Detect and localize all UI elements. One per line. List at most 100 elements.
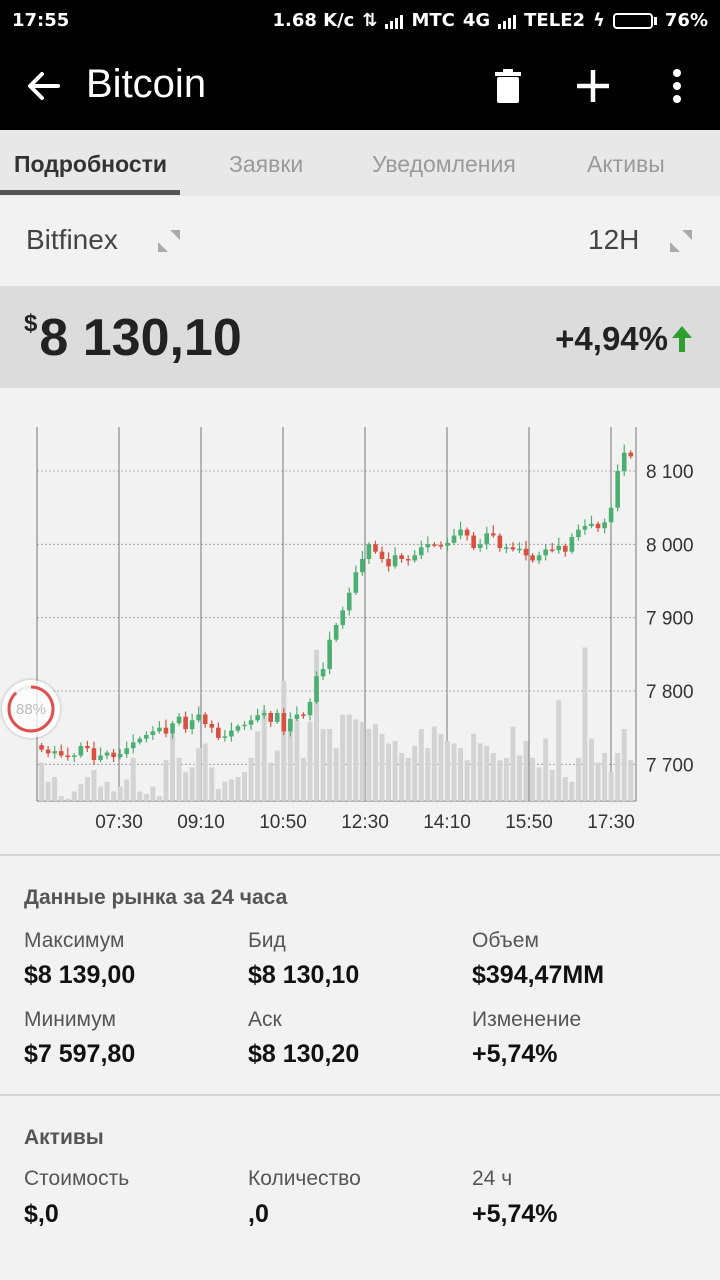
candle-body: [418, 547, 424, 556]
overlay-badge-text: 88%: [15, 701, 47, 718]
volume-bar: [84, 777, 90, 801]
data-transfer-icon: ⇅: [362, 10, 378, 31]
asset-value: $,0: [24, 1200, 59, 1228]
volume-bar: [464, 760, 470, 801]
volume-bar: [104, 781, 110, 801]
volume-bar: [444, 741, 450, 801]
candle-body: [333, 625, 339, 640]
candle-body: [274, 713, 280, 722]
timeframe[interactable]: 12H: [588, 224, 640, 255]
tab-orders[interactable]: Заявки: [229, 151, 304, 177]
trash-icon[interactable]: [486, 64, 530, 108]
candle-body: [229, 730, 234, 737]
candle-body: [549, 549, 555, 551]
progress-ring-icon: [7, 685, 55, 733]
candle-body: [458, 529, 463, 536]
volume-bar: [608, 772, 614, 801]
currency-symbol: $: [24, 310, 38, 337]
candle-body: [65, 755, 71, 758]
candle-body: [366, 544, 372, 559]
expand-icon[interactable]: [668, 228, 694, 254]
stat-value: $8 130,10: [248, 961, 360, 989]
volume-bar: [543, 738, 549, 801]
tab-details[interactable]: Подробности: [14, 151, 168, 177]
candle-body: [621, 452, 627, 471]
candle-body: [248, 720, 254, 725]
volume-bar: [65, 798, 71, 801]
more-vert-icon[interactable]: [655, 64, 699, 108]
volume-bar: [91, 769, 97, 801]
candle-body: [294, 714, 300, 719]
volume-bar: [52, 777, 58, 801]
y-tick-label: 7 700: [646, 755, 694, 776]
candle-body: [589, 523, 594, 526]
exchange-name[interactable]: Bitfinex: [26, 224, 118, 255]
plus-icon[interactable]: [571, 64, 615, 108]
volume-bar: [98, 786, 103, 801]
tab-notifications[interactable]: Уведомления: [372, 151, 516, 177]
volume-bar: [530, 757, 536, 801]
candle-body: [301, 714, 306, 716]
volume-bar: [340, 714, 346, 801]
candle-body: [268, 713, 273, 722]
candle-body: [281, 713, 287, 732]
candle-body: [510, 547, 516, 550]
candle-body: [307, 702, 313, 716]
volume-bar: [71, 791, 77, 801]
volume-bar: [137, 791, 143, 801]
candle-body: [425, 544, 431, 548]
candle-body: [360, 559, 365, 573]
volume-bar: [431, 726, 437, 801]
candle-body: [39, 745, 44, 750]
volume-bar: [386, 743, 392, 801]
volume-bar: [58, 796, 64, 801]
volume-bar: [490, 753, 496, 801]
stat-value: $8 130,20: [248, 1040, 360, 1068]
candle-body: [222, 736, 228, 738]
back-arrow-icon[interactable]: [22, 64, 66, 108]
stat-value: $394,47MM: [472, 961, 605, 989]
volume-bar: [379, 733, 385, 801]
volume-bar: [307, 721, 313, 801]
expand-icon[interactable]: [156, 228, 182, 254]
candle-body: [445, 542, 450, 546]
candle-body: [471, 535, 476, 548]
volume-bar: [451, 743, 457, 801]
candle-body: [582, 526, 588, 530]
net-speed: 1.68 K/c: [272, 10, 355, 31]
candle-body: [189, 720, 195, 730]
volume-bar: [327, 729, 333, 801]
volume-bar: [569, 781, 575, 801]
carrier-2: TELE2: [524, 10, 586, 31]
volume-bar: [202, 743, 208, 801]
volume-bar: [556, 700, 562, 801]
volume-bar: [412, 745, 418, 801]
candle-body: [235, 726, 241, 731]
stat-value: $8 139,00: [24, 961, 136, 989]
page-title: Bitcoin: [86, 62, 207, 106]
candle-body: [608, 507, 614, 523]
candle-body: [543, 549, 548, 556]
volume-bar: [602, 753, 608, 801]
tab-assets[interactable]: Активы: [587, 151, 665, 177]
candle-body: [137, 738, 143, 743]
asset-label: 24 ч: [472, 1167, 513, 1190]
x-tick-label: 15:50: [505, 812, 553, 833]
volume-bar: [562, 777, 568, 801]
candle-body: [288, 718, 293, 732]
volume-bar: [477, 743, 483, 801]
volume-bar: [287, 721, 293, 801]
candle-body: [602, 522, 607, 529]
network-type: 4G: [462, 10, 491, 31]
price-bar: $8 130,10 +4,94%: [0, 286, 720, 388]
candle-body: [451, 535, 457, 543]
volume-bar: [255, 731, 261, 801]
volume-bar: [425, 748, 431, 801]
volume-bar: [536, 767, 542, 801]
overlay-progress-badge[interactable]: 88%: [2, 680, 60, 738]
price-chart[interactable]: 8 100 8 000 7 900 7 800 7 700 07:30 09:10 10:50…: [0, 400, 720, 850]
volume-bar: [183, 772, 189, 801]
candle-body: [170, 723, 175, 734]
asset-value: +5,74%: [472, 1200, 558, 1228]
volume-bar: [39, 762, 45, 801]
